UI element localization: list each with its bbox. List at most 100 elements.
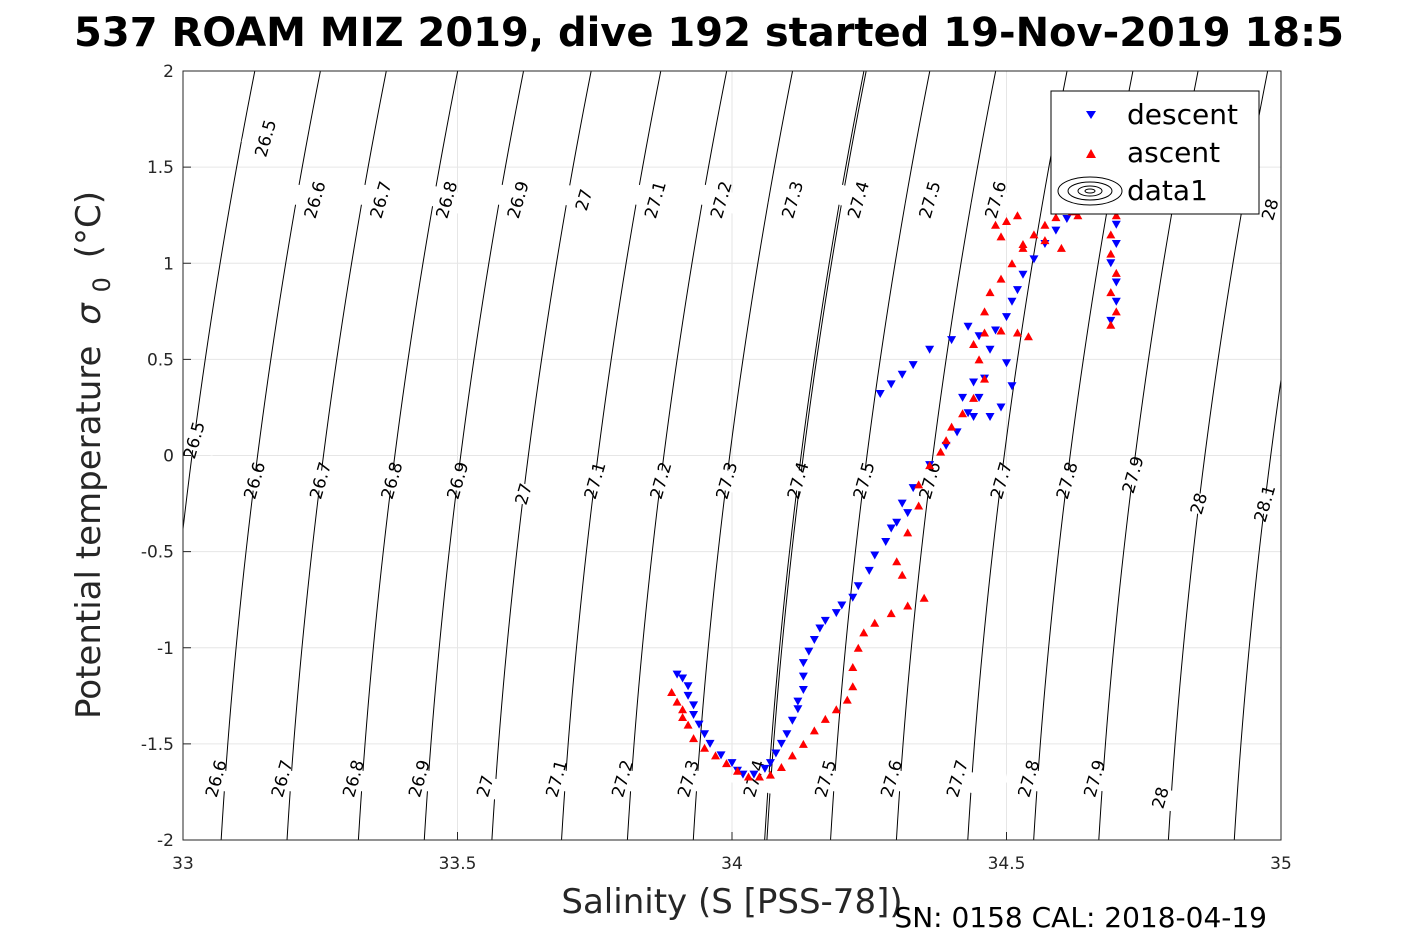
density-contour-label-bg [257, 762, 306, 795]
descent-point [765, 759, 775, 768]
ascent-point [667, 687, 677, 696]
ascent-point [859, 628, 869, 637]
ascent-point [996, 232, 1006, 241]
descent-point [974, 393, 984, 402]
descent-point [727, 759, 737, 768]
legend-data1-label: data1 [1127, 174, 1208, 207]
ascent-point [941, 436, 951, 445]
ascent-point [996, 274, 1006, 283]
descent-point [1018, 270, 1028, 279]
density-contour-label-bg [1042, 464, 1091, 497]
density-contour-label-bg [702, 464, 751, 497]
density-contour-label-bg [867, 762, 916, 795]
density-contour-label-bg [971, 184, 1020, 216]
density-contour-line [967, 71, 1068, 840]
density-contour-label-bg [905, 184, 954, 216]
descent-point [1029, 255, 1039, 264]
ascent-point [936, 447, 946, 456]
descent-point [1007, 382, 1017, 391]
ascent-point [1012, 328, 1022, 337]
ascent-point [919, 593, 929, 602]
descent-point [820, 616, 830, 625]
descent-point [963, 409, 973, 418]
descent-point [1051, 226, 1061, 235]
descent-point [897, 370, 907, 379]
descent-point [1111, 220, 1121, 229]
ascent-point [1106, 288, 1116, 297]
density-contour-label-bg [773, 464, 822, 497]
descent-point [831, 609, 841, 618]
y-tick-label: -0.5 [141, 543, 174, 563]
legend-contour-marker [1057, 176, 1123, 206]
ascent-point [1012, 211, 1022, 220]
descent-point [787, 716, 797, 725]
density-contour-label-bg [170, 424, 218, 456]
ascent-point [974, 355, 984, 364]
legend: descent ascent data1 [1050, 90, 1260, 215]
ascent-point [969, 393, 979, 402]
ascent-point [1023, 332, 1033, 341]
descent-point [1111, 297, 1121, 306]
ascent-point [798, 739, 808, 748]
ascent-point [820, 714, 830, 723]
density-contour-label-bg [329, 762, 378, 795]
descent-point [694, 720, 704, 729]
descent-point [809, 636, 819, 645]
x-tick-label: 35 [1270, 854, 1292, 874]
density-contour-line [183, 71, 256, 534]
density-contour-label-bg [570, 464, 619, 497]
descent-point [1062, 215, 1072, 224]
density-contour-label-bg [499, 478, 548, 510]
ascent-point [1007, 259, 1017, 268]
ascent-point [980, 328, 990, 337]
descent-point [782, 730, 792, 739]
ascent-point [848, 682, 858, 691]
descent-point [683, 682, 693, 691]
descent-point [760, 764, 770, 773]
descent-point [969, 413, 979, 422]
descent-point [892, 518, 902, 527]
descent-point [886, 524, 896, 533]
descent-point [991, 326, 1001, 335]
ascent-point [897, 570, 907, 579]
ascent-point [914, 501, 924, 510]
ascent-point [903, 601, 913, 610]
density-contour-label-bg [367, 464, 416, 497]
ascent-point [1040, 236, 1050, 245]
ascent-point [711, 751, 721, 760]
descent-point [689, 701, 699, 710]
y-axis-ticks: -2 -1.5 -1 -0.5 0 0.5 1 1.5 2 [141, 62, 191, 851]
ascent-point [996, 326, 1006, 335]
density-contour-label-bg [664, 762, 712, 795]
density-contour-label-bg [433, 464, 482, 497]
density-contour-labels: 26.526.6 26.7 26.8 26.9 27 27.1 27.2 27.3 27.4 27… [170, 118, 1294, 814]
descent-point [776, 739, 786, 748]
ascent-point [1018, 240, 1028, 249]
legend-ascent-marker [1086, 149, 1096, 158]
x-tick-label: 33.5 [439, 854, 477, 874]
descent-point [749, 770, 759, 779]
y-axis-label-subscript: 0 [88, 277, 116, 292]
y-tick-label: 0.5 [147, 350, 174, 370]
y-axis-label-symbol: σ [69, 302, 109, 325]
ascent-point [980, 374, 990, 383]
descent-point [908, 361, 918, 370]
ascent-point [809, 726, 819, 735]
descent-point [903, 509, 913, 518]
density-contour-line [1233, 376, 1281, 840]
ascent-point [1002, 216, 1011, 225]
ascent-point [1106, 230, 1116, 239]
ascent-point [1056, 243, 1066, 252]
density-contour-label-bg [697, 184, 745, 216]
y-axis-label: Potential temperature σ 0 (°C) [69, 191, 119, 719]
descent-point [996, 403, 1006, 412]
descent-point [798, 672, 808, 681]
legend-descent-label: descent [1127, 98, 1238, 131]
chart-title: 537 ROAM MIZ 2019, dive 192 started 19-N… [74, 10, 1344, 56]
density-contour-label-bg [1136, 782, 1185, 814]
ascent-point [1040, 220, 1050, 229]
density-contour-label-bg [933, 762, 981, 795]
y-tick-label: -1 [157, 639, 174, 659]
descent-point [947, 336, 957, 345]
